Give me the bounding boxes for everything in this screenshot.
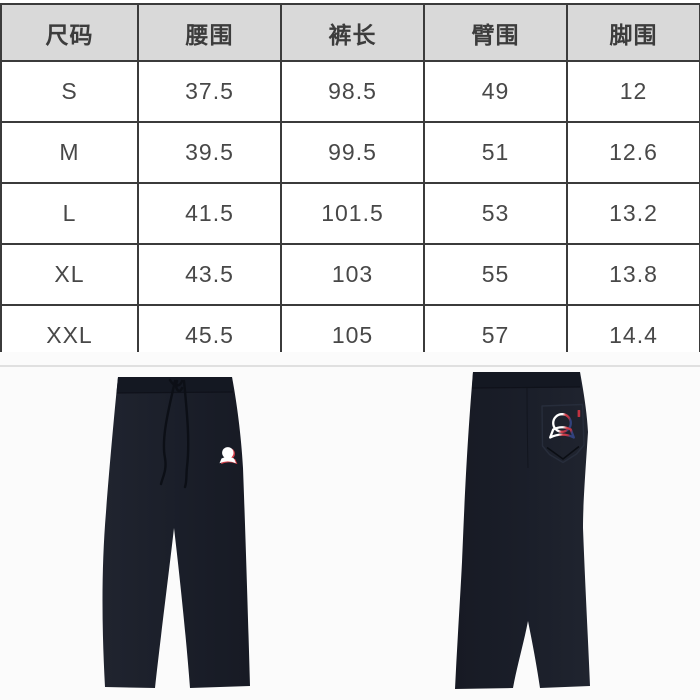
waistband	[472, 372, 581, 388]
table-cell: 13.8	[566, 243, 700, 306]
table-cell: 13.2	[566, 182, 700, 245]
drawstring-icon	[159, 378, 190, 489]
table-cell: 99.5	[280, 121, 425, 184]
table-row-m: M 39.5 99.5 51 12.6	[0, 121, 700, 184]
table-cell: XXL	[0, 304, 139, 365]
table-cell: L	[0, 182, 139, 245]
table-cell: 103	[280, 243, 425, 306]
table-cell: 98.5	[280, 60, 425, 123]
table-cell: 49	[423, 60, 568, 123]
table-cell: 39.5	[137, 121, 282, 184]
table-cell: 43.5	[137, 243, 282, 306]
header-cell-length: 裤长	[280, 3, 425, 62]
table-cell: S	[0, 60, 139, 123]
pocket-red-tag	[577, 410, 581, 417]
table-cell: 53	[423, 182, 568, 245]
table-bottom-divider	[0, 365, 700, 367]
table-cell: XL	[0, 243, 139, 306]
table-row-xl: XL 43.5 103 55 13.8	[0, 243, 700, 306]
center-back-seam	[526, 387, 529, 469]
pants-body	[102, 377, 250, 688]
table-cell: M	[0, 121, 139, 184]
moncler-badge-icon	[219, 447, 238, 465]
table-cell: 12	[566, 60, 700, 123]
pocket-stitch	[546, 445, 580, 460]
header-cell-size: 尺码	[0, 3, 139, 62]
header-cell-arm: 臂围	[423, 3, 568, 62]
sweatpants-back-image	[455, 372, 590, 689]
size-chart-table: 尺码 腰围 裤长 臂围 脚围 S 37.5 98.5 49 12 M 39.5 …	[0, 3, 700, 365]
table-cell: 41.5	[137, 182, 282, 245]
waistband-seam	[116, 391, 234, 394]
pants-body	[455, 372, 590, 689]
table-row-l: L 41.5 101.5 53 13.2	[0, 182, 700, 245]
moncler-logo-outline-icon	[549, 413, 575, 439]
table-row-s: S 37.5 98.5 49 12	[0, 60, 700, 123]
table-cell: 55	[423, 243, 568, 306]
back-pocket	[541, 403, 585, 464]
header-cell-waist: 腰围	[137, 3, 282, 62]
waistband-seam	[471, 386, 581, 389]
size-table-header-row: 尺码 腰围 裤长 臂围 脚围	[0, 3, 700, 62]
table-cell: 37.5	[137, 60, 282, 123]
table-cell: 101.5	[280, 182, 425, 245]
sweatpants-front-image	[102, 377, 250, 688]
table-cell: 51	[423, 121, 568, 184]
header-cell-leg-opening: 脚围	[566, 3, 700, 62]
table-cell: 12.6	[566, 121, 700, 184]
